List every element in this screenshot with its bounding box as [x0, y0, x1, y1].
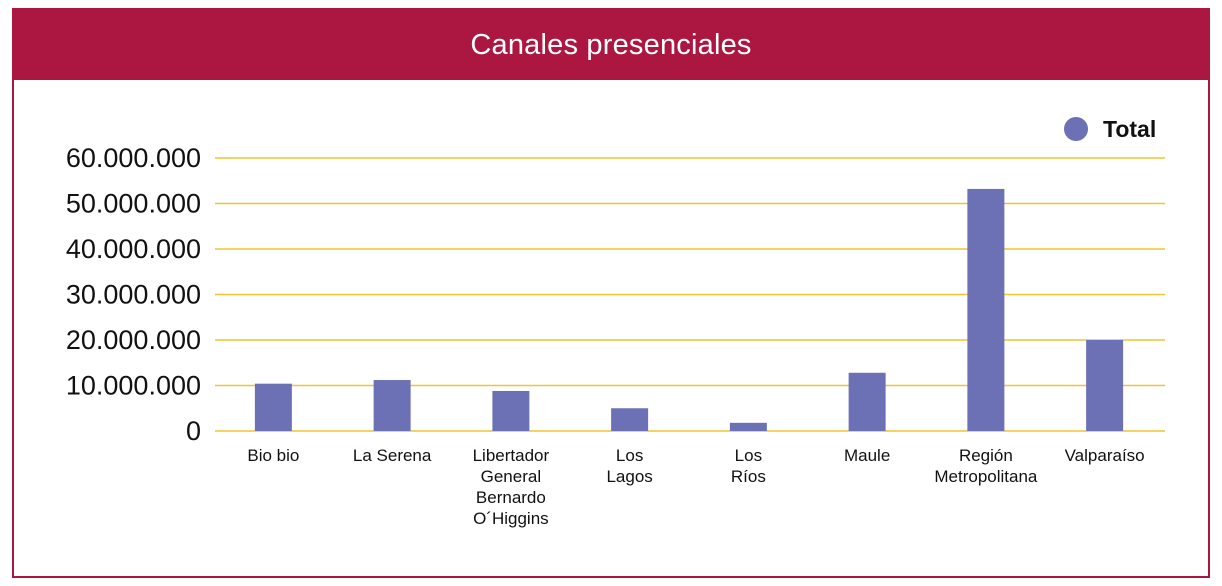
y-tick-label: 30.000.000 [66, 280, 201, 310]
x-tick-label: Maule [844, 446, 890, 465]
x-tick-label: Libertador General Bernardo O´Higgins [473, 446, 550, 528]
legend-label: Total [1103, 116, 1156, 142]
bar [611, 408, 649, 431]
bar [492, 390, 530, 431]
bar [254, 383, 292, 431]
bar [848, 372, 886, 431]
x-tick-label: Los Lagos [606, 446, 652, 486]
x-tick-label: Región Metropolitana [934, 446, 1038, 486]
legend-marker [1064, 117, 1088, 141]
y-tick-label: 60.000.000 [66, 143, 201, 173]
x-tick-label: La Serena [353, 446, 432, 465]
x-tick-label: Los Ríos [731, 446, 766, 486]
bar [967, 188, 1005, 431]
bar [729, 422, 767, 431]
x-tick-label: Bio bio [247, 446, 299, 465]
y-tick-label: 0 [186, 416, 201, 446]
y-tick-label: 50.000.000 [66, 189, 201, 219]
y-tick-label: 20.000.000 [66, 325, 201, 355]
chart-frame: Canales presenciales [12, 8, 1210, 578]
bar [373, 380, 411, 431]
x-tick-label: Valparaíso [1065, 446, 1145, 465]
y-tick-label: 40.000.000 [66, 234, 201, 264]
bar [1086, 340, 1124, 431]
chart-title: Canales presenciales [14, 10, 1208, 80]
y-tick-label: 10.000.000 [66, 371, 201, 401]
